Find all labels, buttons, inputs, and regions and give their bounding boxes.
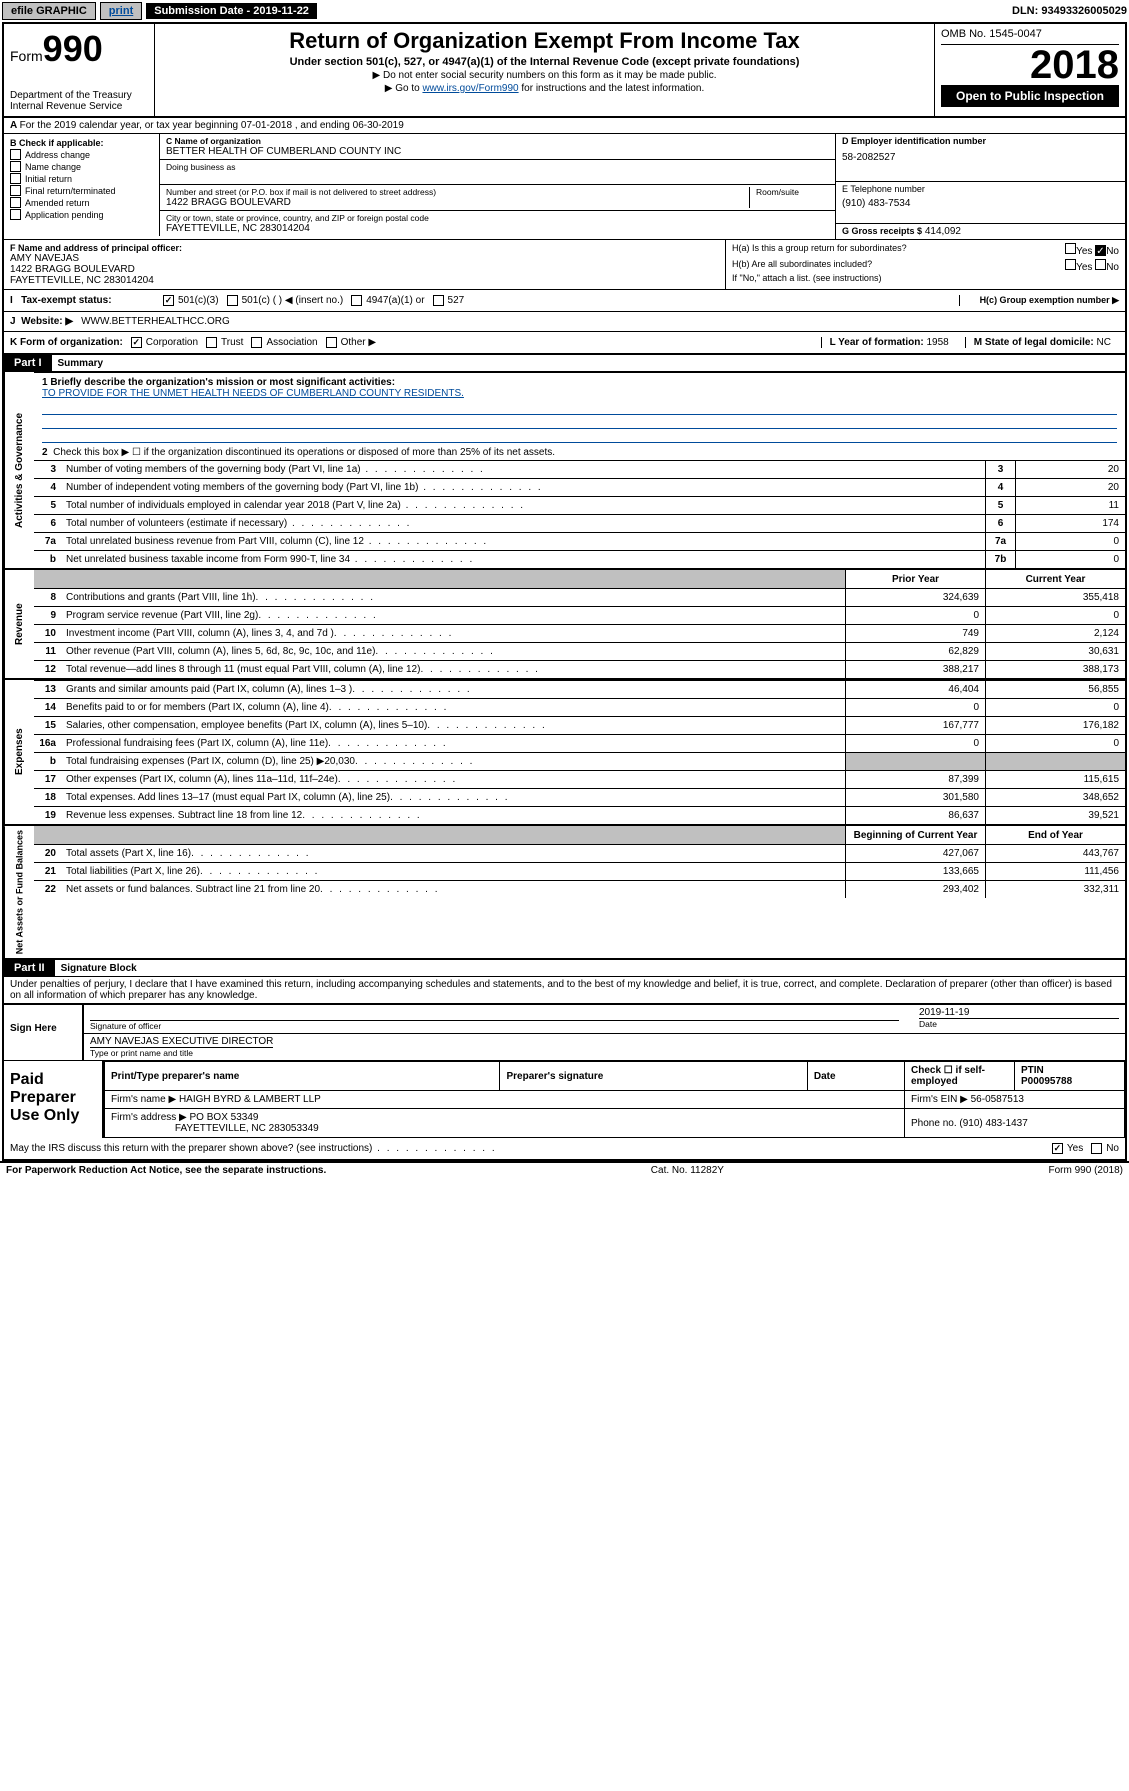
checkbox-checked-icon: ✓ xyxy=(163,295,174,306)
summary-line: 10Investment income (Part VIII, column (… xyxy=(34,624,1125,642)
checkbox-icon[interactable] xyxy=(10,149,21,160)
checkbox-icon[interactable] xyxy=(10,173,21,184)
summary-line: 15Salaries, other compensation, employee… xyxy=(34,716,1125,734)
dln-label: DLN: 93493326005029 xyxy=(1012,5,1127,17)
summary-revenue: Revenue Prior Year Current Year 8Contrib… xyxy=(4,570,1125,680)
part-i-header: Part I Summary xyxy=(4,355,1125,372)
tax-year: 2018 xyxy=(941,45,1119,85)
top-toolbar: efile GRAPHIC print Submission Date - 20… xyxy=(0,0,1129,22)
summary-line: bTotal fundraising expenses (Part IX, co… xyxy=(34,752,1125,770)
paid-preparer-block: Paid Preparer Use Only Print/Type prepar… xyxy=(4,1060,1125,1138)
summary-expenses: Expenses 13Grants and similar amounts pa… xyxy=(4,680,1125,826)
preparer-table: Print/Type preparer's name Preparer's si… xyxy=(104,1061,1125,1138)
org-name: BETTER HEALTH OF CUMBERLAND COUNTY INC xyxy=(166,146,829,157)
summary-line: 14Benefits paid to or for members (Part … xyxy=(34,698,1125,716)
section-a: A For the 2019 calendar year, or tax yea… xyxy=(4,118,1125,134)
print-button[interactable]: print xyxy=(100,2,142,20)
declaration-text: Under penalties of perjury, I declare th… xyxy=(4,977,1125,1004)
summary-line: 20Total assets (Part X, line 16)427,0674… xyxy=(34,844,1125,862)
section-fh: F Name and address of principal officer:… xyxy=(4,240,1125,290)
open-inspection: Open to Public Inspection xyxy=(941,85,1119,107)
summary-line: 18Total expenses. Add lines 13–17 (must … xyxy=(34,788,1125,806)
form-container: Form990 Department of the Treasury Inter… xyxy=(2,22,1127,1161)
summary-line: 21Total liabilities (Part X, line 26)133… xyxy=(34,862,1125,880)
irs-link[interactable]: www.irs.gov/Form990 xyxy=(422,83,518,94)
website-link[interactable]: WWW.BETTERHEALTHCC.ORG xyxy=(81,316,230,327)
summary-line: 17Other expenses (Part IX, column (A), l… xyxy=(34,770,1125,788)
officer-typed-name: AMY NAVEJAS EXECUTIVE DIRECTOR xyxy=(90,1036,273,1048)
summary-line: 22Net assets or fund balances. Subtract … xyxy=(34,880,1125,898)
summary-line: 11Other revenue (Part VIII, column (A), … xyxy=(34,642,1125,660)
summary-netassets: Net Assets or Fund Balances Beginning of… xyxy=(4,826,1125,960)
section-i: I Tax-exempt status: ✓501(c)(3) 501(c) (… xyxy=(4,290,1125,312)
section-bcdeg: B Check if applicable: Address change Na… xyxy=(4,134,1125,240)
org-city: FAYETTEVILLE, NC 283014204 xyxy=(166,223,829,234)
gross-receipts: 414,092 xyxy=(925,226,961,237)
part-ii-header: Part II Signature Block xyxy=(4,960,1125,977)
summary-governance: Activities & Governance 1 Briefly descri… xyxy=(4,372,1125,570)
submission-date: Submission Date - 2019-11-22 xyxy=(146,3,317,19)
summary-line: 7aTotal unrelated business revenue from … xyxy=(34,532,1125,550)
dept-label: Department of the Treasury Internal Reve… xyxy=(10,90,148,112)
form-subtitle: Under section 501(c), 527, or 4947(a)(1)… xyxy=(161,56,928,68)
summary-line: 19Revenue less expenses. Subtract line 1… xyxy=(34,806,1125,824)
summary-line: 8Contributions and grants (Part VIII, li… xyxy=(34,588,1125,606)
ein-value: 58-2082527 xyxy=(842,152,1119,163)
summary-line: 6Total number of volunteers (estimate if… xyxy=(34,514,1125,532)
form-note1: ▶ Do not enter social security numbers o… xyxy=(161,70,928,81)
form-header: Form990 Department of the Treasury Inter… xyxy=(4,24,1125,118)
section-b: B Check if applicable: Address change Na… xyxy=(4,134,159,239)
org-address: 1422 BRAGG BOULEVARD xyxy=(166,197,739,208)
officer-name: AMY NAVEJAS xyxy=(10,253,719,264)
form-number: Form990 xyxy=(10,28,148,70)
sign-here-block: Sign Here Signature of officer 2019-11-1… xyxy=(4,1004,1125,1060)
discuss-row: May the IRS discuss this return with the… xyxy=(4,1138,1125,1159)
mission-text: TO PROVIDE FOR THE UNMET HEALTH NEEDS OF… xyxy=(42,388,464,399)
checkbox-icon[interactable] xyxy=(10,185,21,196)
summary-line: 5Total number of individuals employed in… xyxy=(34,496,1125,514)
form-footer: For Paperwork Reduction Act Notice, see … xyxy=(0,1161,1129,1178)
form-note2: ▶ Go to www.irs.gov/Form990 for instruct… xyxy=(161,83,928,94)
checkbox-icon[interactable] xyxy=(10,161,21,172)
vert-label-governance: Activities & Governance xyxy=(4,372,34,568)
checkbox-icon[interactable] xyxy=(10,197,21,208)
summary-line: 16aProfessional fundraising fees (Part I… xyxy=(34,734,1125,752)
summary-line: 3Number of voting members of the governi… xyxy=(34,460,1125,478)
checkbox-icon[interactable] xyxy=(10,209,21,220)
section-j: J Website: ▶ WWW.BETTERHEALTHCC.ORG xyxy=(4,312,1125,332)
summary-line: bNet unrelated business taxable income f… xyxy=(34,550,1125,568)
summary-line: 13Grants and similar amounts paid (Part … xyxy=(34,680,1125,698)
summary-line: 4Number of independent voting members of… xyxy=(34,478,1125,496)
phone-value: (910) 483-7534 xyxy=(842,198,1119,209)
form-title: Return of Organization Exempt From Incom… xyxy=(161,28,928,54)
efile-label: efile GRAPHIC xyxy=(2,2,96,20)
section-klm: K Form of organization: ✓Corporation Tru… xyxy=(4,332,1125,355)
section-c: C Name of organization BETTER HEALTH OF … xyxy=(159,134,835,239)
summary-line: 12Total revenue—add lines 8 through 11 (… xyxy=(34,660,1125,678)
section-deg: D Employer identification number 58-2082… xyxy=(835,134,1125,239)
summary-line: 9Program service revenue (Part VIII, lin… xyxy=(34,606,1125,624)
